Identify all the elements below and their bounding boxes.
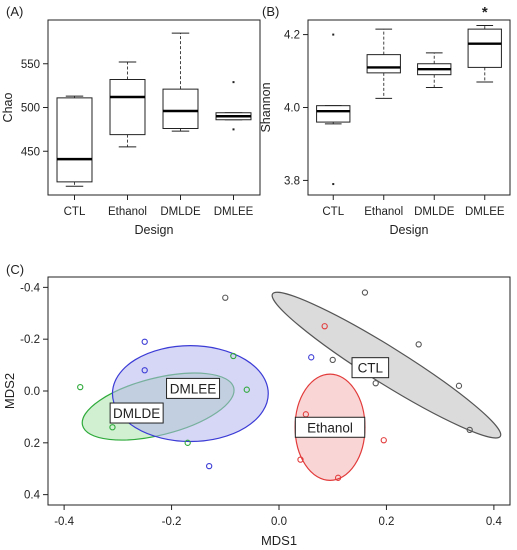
- x-tick-label: DMLEE: [214, 206, 254, 218]
- data-point: [141, 338, 148, 345]
- data-point: [141, 367, 148, 374]
- data-point: [415, 341, 422, 348]
- series-dmlde: [77, 352, 250, 446]
- series-ctl: [222, 289, 473, 434]
- x-tick-label: -0.4: [54, 516, 74, 528]
- series-dmlee: [141, 338, 315, 470]
- x-tick-label: 0.2: [378, 516, 394, 528]
- panel-a-chao-boxplot: (A) 450 500 550 CTL Ethanol DMLDE DMLEE Design Ch…: [1, 4, 261, 237]
- group-label-ethanol: Ethanol: [307, 420, 353, 435]
- box-ctl: [316, 33, 351, 186]
- group-label-ctl: CTL: [358, 361, 384, 376]
- box-dmlde: [417, 52, 452, 88]
- panel-label: (C): [6, 262, 24, 277]
- y-axis-label: Chao: [1, 93, 15, 123]
- data-point: [380, 437, 387, 444]
- box-ethanol: [366, 28, 401, 99]
- x-tick-label: 0.4: [486, 516, 503, 528]
- panel-c-mds-plot: (C) -0.4 -0.2 0.0 0.2 0.4 -0.4 -0.2 0.0 0.2 0.4 CTL…: [2, 262, 511, 548]
- y-tick-label: 0.0: [24, 386, 40, 398]
- data-point: [321, 323, 328, 330]
- box-dmlee: [215, 81, 252, 131]
- significance-marker: *: [482, 4, 488, 21]
- x-axis-label: Design: [135, 223, 174, 237]
- group-label-box: [351, 357, 390, 379]
- iqr-box: [162, 88, 199, 129]
- y-tick-label: 4.0: [284, 103, 300, 115]
- data-point: [184, 439, 191, 446]
- group-label-box: [109, 402, 164, 424]
- data-point: [372, 380, 379, 387]
- box-dmlee: [467, 24, 502, 83]
- data-point: [230, 352, 237, 360]
- y-tick-label: 500: [21, 103, 40, 115]
- data-point: [466, 426, 473, 434]
- iqr-box: [366, 54, 401, 74]
- y-tick-label: 3.8: [284, 175, 300, 187]
- data-point: [109, 424, 116, 431]
- panel-b-shannon-boxplot: (B) 3.8 4.0 4.2 CTL Ethanol DMLDE DMLEE * Design S…: [259, 4, 511, 237]
- x-axis-label: MDS1: [261, 533, 297, 548]
- x-tick-label: CTL: [322, 206, 344, 218]
- y-axis-label: MDS2: [2, 373, 17, 409]
- x-tick-label: Ethanol: [108, 206, 147, 218]
- box-ethanol: [109, 61, 146, 148]
- data-point: [222, 294, 229, 301]
- iqr-box: [56, 97, 93, 183]
- box-ctl: [56, 95, 93, 187]
- y-tick-label: 450: [21, 146, 40, 158]
- panel-label: (B): [262, 4, 279, 19]
- x-tick-label: DMLEE: [465, 206, 505, 218]
- y-tick-label: 0.4: [24, 490, 41, 502]
- iqr-box: [467, 28, 502, 68]
- group-label-dmlee: DMLEE: [170, 381, 217, 396]
- data-point: [361, 289, 369, 296]
- data-point: [455, 382, 463, 389]
- data-point: [329, 356, 336, 364]
- group-label-box: [166, 377, 221, 399]
- data-point: [334, 474, 342, 481]
- iqr-box: [109, 79, 146, 136]
- data-point: [308, 354, 315, 361]
- group-label-dmlde: DMLDE: [113, 406, 160, 421]
- y-tick-label: -0.4: [20, 282, 40, 294]
- y-tick-label: -0.2: [20, 334, 40, 346]
- y-tick-label: 4.2: [284, 30, 300, 42]
- box-dmlde: [162, 32, 199, 132]
- data-point: [206, 462, 213, 470]
- panel-label: (A): [6, 4, 23, 19]
- data-point: [77, 383, 84, 391]
- data-point: [297, 456, 304, 463]
- x-axis-label: Design: [390, 223, 429, 237]
- x-tick-label: Ethanol: [364, 206, 403, 218]
- y-tick-label: 550: [21, 59, 40, 71]
- x-tick-label: 0.0: [271, 516, 287, 528]
- y-axis-label: Shannon: [259, 82, 273, 132]
- x-tick-label: DMLDE: [160, 206, 201, 218]
- data-point: [243, 386, 250, 393]
- iqr-box: [316, 105, 351, 123]
- y-tick-label: 0.2: [24, 438, 40, 450]
- group-label-box: [294, 416, 366, 438]
- x-tick-label: CTL: [64, 206, 86, 218]
- x-tick-label: -0.2: [162, 516, 182, 528]
- x-tick-label: DMLDE: [414, 206, 455, 218]
